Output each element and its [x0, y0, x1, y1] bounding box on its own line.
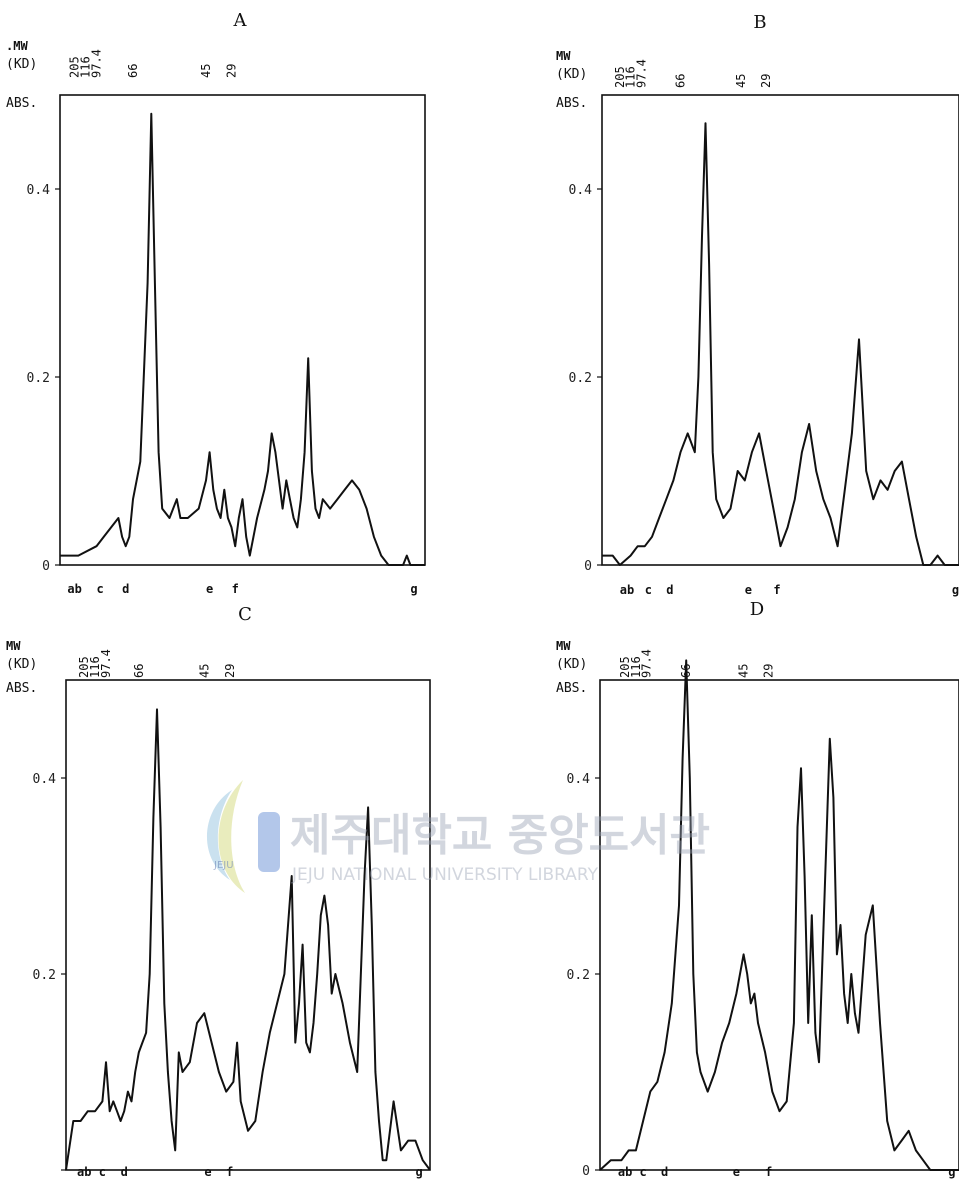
y-axis-label: ABS. — [6, 681, 37, 696]
lane-marker-label: f — [773, 583, 780, 597]
lane-marker-label: c — [645, 583, 652, 597]
mw-marker-label: 45 — [737, 664, 751, 678]
plot-frame — [599, 679, 959, 1171]
lane-marker-label: g — [410, 582, 417, 596]
lane-marker-label: e — [206, 582, 213, 596]
lane-marker-label: e — [204, 1165, 211, 1179]
mw-marker-label: 29 — [223, 664, 237, 678]
lane-marker-label: c — [639, 1165, 646, 1179]
lane-marker-label: ab — [620, 583, 634, 597]
panel-title: D — [750, 599, 764, 620]
lane-marker-label: c — [99, 1165, 106, 1179]
mw-marker-label: 116 — [88, 656, 102, 678]
mw-marker-label: 66 — [132, 664, 146, 678]
lane-marker-label: c — [97, 582, 104, 596]
lane-marker-label: f — [232, 582, 239, 596]
mw-marker-label: 29 — [762, 664, 776, 678]
y-tick-label: 0.4 — [27, 183, 51, 198]
lane-marker-label: d — [666, 583, 673, 597]
lane-marker-label: d — [121, 1165, 128, 1179]
mw-marker-label: 66 — [674, 74, 688, 88]
mw-marker-label: 116 — [79, 56, 93, 78]
y-tick-label: 0.4 — [33, 772, 57, 787]
mw-unit-label: (KD) — [6, 57, 37, 72]
mw-marker-label: 66 — [126, 64, 140, 78]
mw-label: MW — [556, 49, 571, 63]
plot-frame — [65, 679, 431, 1171]
y-tick-label: 0 — [42, 559, 50, 574]
mw-marker-label: 205 — [613, 66, 627, 88]
mw-marker-label: 205 — [77, 656, 91, 678]
mw-marker-label: 45 — [199, 64, 213, 78]
y-tick-label: 0 — [582, 1164, 590, 1179]
lane-marker-label: f — [765, 1165, 772, 1179]
y-tick-label: 0.2 — [569, 371, 592, 386]
lane-marker-label: ab — [618, 1165, 632, 1179]
lane-marker-label: f — [226, 1165, 233, 1179]
mw-marker-label: 45 — [197, 664, 211, 678]
mw-marker-label: 97.4 — [634, 59, 648, 88]
y-tick-label: 0.2 — [567, 968, 590, 983]
panel-title: B — [753, 12, 766, 33]
lane-marker-label: e — [733, 1165, 740, 1179]
y-axis-label: ABS. — [556, 96, 587, 111]
mw-label: MW — [556, 639, 571, 653]
watermark-subtitle: JEJU NATIONAL UNIVERSITY LIBRARY — [291, 865, 599, 885]
y-axis-label: ABS. — [6, 96, 37, 111]
plot-frame — [601, 94, 959, 566]
mw-marker-label: 116 — [629, 656, 643, 678]
mw-marker-label: 97.4 — [90, 49, 104, 78]
mw-marker-label: 29 — [225, 64, 239, 78]
absorbance-trace — [60, 112, 425, 566]
mw-marker-label: 45 — [734, 74, 748, 88]
watermark-title: 제주대학교 중앙도서관 — [290, 810, 710, 861]
lane-marker-label: d — [122, 582, 129, 596]
mw-marker-label: 205 — [68, 56, 82, 78]
watermark-logo-text: JEJU — [213, 860, 234, 871]
lane-marker-label: e — [745, 583, 752, 597]
y-tick-label: 0.2 — [27, 371, 50, 386]
mw-label: MW — [6, 639, 21, 653]
plot-frame — [59, 94, 426, 566]
watermark-logo-icon: JEJU — [206, 780, 280, 893]
lane-marker-label: g — [948, 1165, 955, 1179]
panel-title: A — [233, 10, 248, 31]
mw-marker-label: 29 — [759, 74, 773, 88]
y-tick-label: 0 — [584, 559, 592, 574]
y-axis-label: ABS. — [556, 681, 587, 696]
mw-marker-label: 97.4 — [640, 649, 654, 678]
mw-marker-label: 116 — [624, 66, 638, 88]
absorbance-trace — [65, 708, 431, 1171]
watermark: JEJU 제주대학교 중앙도서관 JEJU NATIONAL UNIVERSIT… — [206, 780, 710, 893]
absorbance-trace — [602, 122, 959, 566]
y-tick-label: 0.4 — [567, 772, 591, 787]
lane-marker-label: d — [661, 1165, 668, 1179]
absorbance-trace — [599, 659, 959, 1171]
mw-marker-label: 205 — [618, 656, 632, 678]
lane-marker-label: ab — [77, 1165, 91, 1179]
mw-marker-label: 97.4 — [99, 649, 113, 678]
mw-unit-label: (KD) — [6, 657, 37, 672]
panel-title: C — [238, 604, 252, 625]
lane-marker-label: g — [952, 583, 959, 597]
mw-unit-label: (KD) — [556, 67, 587, 82]
y-tick-label: 0.2 — [33, 968, 56, 983]
mw-label: .MW — [6, 39, 28, 53]
lane-marker-label: g — [415, 1165, 422, 1179]
y-tick-label: 0.4 — [569, 183, 593, 198]
mw-unit-label: (KD) — [556, 657, 587, 672]
lane-marker-label: ab — [67, 582, 81, 596]
